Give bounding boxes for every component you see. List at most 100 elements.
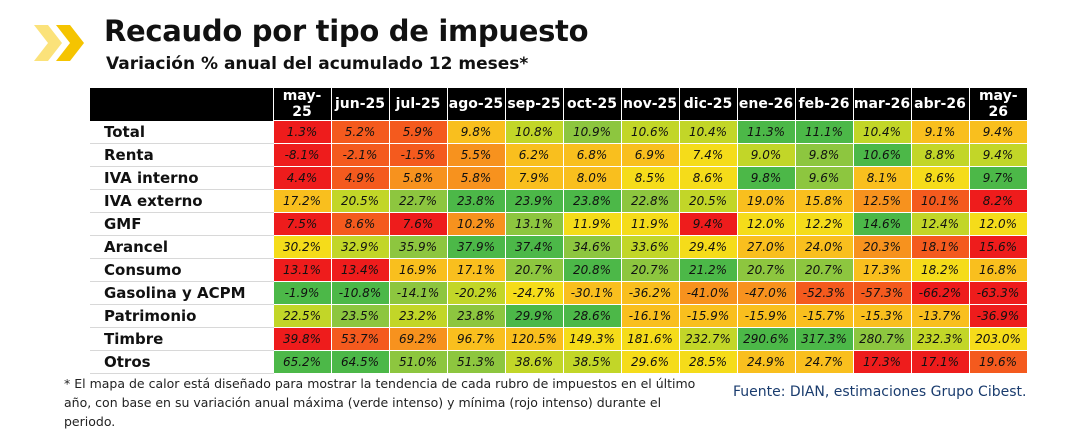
heatmap-cell: 9.4% [678, 212, 738, 236]
heatmap-cell: -2.1% [330, 143, 390, 167]
heatmap-cell: -20.2% [446, 281, 506, 305]
table-row: IVA interno 4.4% 4.9% 5.8% 5.8% 7.9% 8.0% 8.5% 8… [90, 166, 1028, 190]
heatmap-cell: 6.9% [620, 143, 680, 167]
heatmap-cell: -15.3% [852, 304, 912, 328]
heatmap-cell: -36.2% [620, 281, 680, 305]
row-label: IVA interno [90, 166, 273, 190]
heatmap-cell: 29.4% [678, 235, 738, 259]
heatmap-cell: 10.8% [504, 120, 564, 144]
column-header-jul-25: jul-25 [388, 88, 447, 121]
row-label: Gasolina y ACPM [90, 281, 273, 305]
row-label: Patrimonio [90, 304, 273, 328]
heatmap-cell: 22.7% [388, 189, 448, 213]
heatmap-cell: 65.2% [272, 350, 332, 374]
heatmap-cell: 12.5% [852, 189, 912, 213]
chart-title: Recaudo por tipo de impuesto [104, 14, 589, 48]
heatmap-cell: -15.7% [794, 304, 854, 328]
heatmap-cell: 20.8% [562, 258, 622, 282]
table-row: Total 1.3% 5.2% 5.9% 9.8% 10.8% 10.9% 10.6% 10.4… [90, 120, 1028, 144]
heatmap-cell: 30.2% [272, 235, 332, 259]
heatmap-cell: 16.8% [968, 258, 1028, 282]
table-row: Timbre 39.8% 53.7% 69.2% 96.7% 120.5% 149.3% 18… [90, 327, 1028, 351]
heatmap-cell: 20.7% [620, 258, 680, 282]
heatmap-cell: -13.7% [910, 304, 970, 328]
heatmap-cell: 232.7% [678, 327, 738, 351]
heatmap-cell: 18.2% [910, 258, 970, 282]
heatmap-cell: 23.9% [504, 189, 564, 213]
heatmap-cell: 12.0% [968, 212, 1028, 236]
heatmap-cell: 33.6% [620, 235, 680, 259]
heatmap-cell: 9.8% [794, 143, 854, 167]
heatmap-cell: -30.1% [562, 281, 622, 305]
chart-subtitle: Variación % anual del acumulado 12 meses… [106, 54, 529, 74]
heatmap-cell: 8.6% [678, 166, 738, 190]
heatmap-cell: 290.6% [736, 327, 796, 351]
heatmap-cell: 15.6% [968, 235, 1028, 259]
heatmap-cell: 69.2% [388, 327, 448, 351]
heatmap-cell: 23.5% [330, 304, 390, 328]
heatmap-cell: 37.9% [446, 235, 506, 259]
heatmap-cell: 7.9% [504, 166, 564, 190]
heatmap-cell: -1.5% [388, 143, 448, 167]
heatmap-cell: 10.4% [678, 120, 738, 144]
heatmap-cell: 29.9% [504, 304, 564, 328]
table-row: GMF 7.5% 8.6% 7.6% 10.2% 13.1% 11.9% 11.9% 9.4% 1… [90, 212, 1028, 236]
heatmap-cell: 15.8% [794, 189, 854, 213]
heatmap-cell: 8.5% [620, 166, 680, 190]
heatmap-cell: 22.5% [272, 304, 332, 328]
heatmap-cell: 8.6% [330, 212, 390, 236]
heatmap-cell: 4.4% [272, 166, 332, 190]
heatmap-cell: 5.2% [330, 120, 390, 144]
heatmap-cell: -41.0% [678, 281, 738, 305]
heatmap-cell: 64.5% [330, 350, 390, 374]
heatmap-cell: 20.7% [794, 258, 854, 282]
heatmap-cell: 10.1% [910, 189, 970, 213]
heatmap-cell: 149.3% [562, 327, 622, 351]
heatmap-cell: 28.6% [562, 304, 622, 328]
heatmap-cell: 13.1% [504, 212, 564, 236]
heatmap-cell: 23.8% [562, 189, 622, 213]
row-label: Renta [90, 143, 273, 167]
heatmap-cell: 10.6% [620, 120, 680, 144]
heatmap-cell: 8.6% [910, 166, 970, 190]
header-corner [90, 88, 273, 121]
table-row: IVA externo 17.2% 20.5% 22.7% 23.8% 23.9% 23.8… [90, 189, 1028, 213]
heatmap-cell: -8.1% [272, 143, 332, 167]
heatmap-cell: 20.3% [852, 235, 912, 259]
heatmap-cell: 10.9% [562, 120, 622, 144]
column-header-nov-25: nov-25 [620, 88, 679, 121]
heatmap-cell: 6.8% [562, 143, 622, 167]
heatmap-cell: -15.9% [678, 304, 738, 328]
heatmap-cell: 13.4% [330, 258, 390, 282]
heatmap-cell: 9.8% [736, 166, 796, 190]
heatmap-cell: 28.5% [678, 350, 738, 374]
heatmap-cell: 4.9% [330, 166, 390, 190]
footnote: * El mapa de calor está diseñado para mo… [64, 376, 696, 429]
heatmap-table: may-25 jun-25 jul-25 ago-25 sep-25 oct-25 nov-… [90, 88, 1028, 374]
column-header-feb-26: feb-26 [794, 88, 853, 121]
heatmap-cell: 280.7% [852, 327, 912, 351]
heatmap-cell: -47.0% [736, 281, 796, 305]
row-label: Total [90, 120, 273, 144]
heatmap-cell: 9.4% [968, 143, 1028, 167]
heatmap-cell: 19.0% [736, 189, 796, 213]
row-label: Arancel [90, 235, 273, 259]
heatmap-cell: 20.5% [678, 189, 738, 213]
table-row: Arancel 30.2% 32.9% 35.9% 37.9% 37.4% 34.6% 33.… [90, 235, 1028, 259]
heatmap-cell: 18.1% [910, 235, 970, 259]
heatmap-cell: 29.6% [620, 350, 680, 374]
heatmap-cell: 17.1% [446, 258, 506, 282]
table-row: Patrimonio 22.5% 23.5% 23.2% 23.8% 29.9% 28.6%… [90, 304, 1028, 328]
heatmap-cell: 5.8% [446, 166, 506, 190]
heatmap-cell: 19.6% [968, 350, 1028, 374]
source-note: Fuente: DIAN, estimaciones Grupo Cibest. [733, 384, 1027, 400]
heatmap-cell: 23.8% [446, 304, 506, 328]
heatmap-cell: 7.4% [678, 143, 738, 167]
heatmap-cell: 6.2% [504, 143, 564, 167]
row-label: Otros [90, 350, 273, 374]
table-body: Total 1.3% 5.2% 5.9% 9.8% 10.8% 10.9% 10.6% 10.4… [90, 120, 1028, 374]
heatmap-cell: 35.9% [388, 235, 448, 259]
heatmap-cell: 20.5% [330, 189, 390, 213]
heatmap-cell: -36.9% [968, 304, 1028, 328]
heatmap-cell: 24.0% [794, 235, 854, 259]
